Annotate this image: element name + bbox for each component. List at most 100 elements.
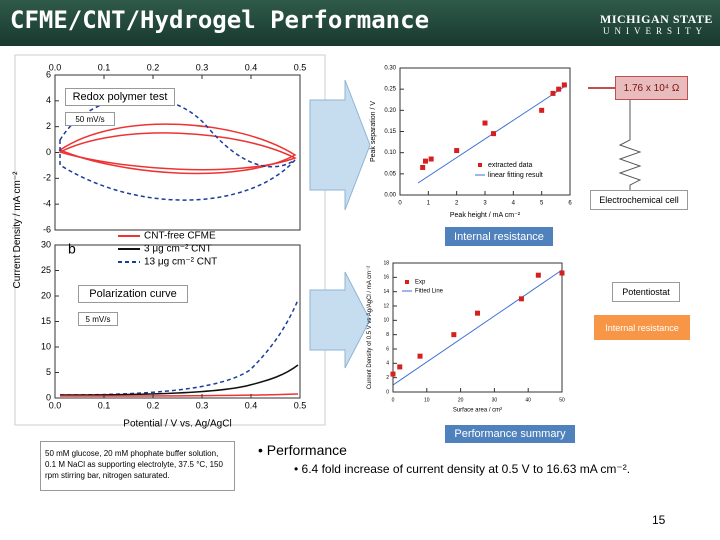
y-tick-label: 25 (41, 265, 51, 275)
legend-label: Exp (415, 280, 426, 286)
bullet-main: • Performance (258, 442, 347, 458)
y-tick-label: 0 (386, 389, 389, 395)
potentiostat-label: Potentiostat (612, 282, 680, 302)
y-tick-label: 30 (41, 239, 51, 249)
legend-label: 13 μg cm⁻² CNT (144, 257, 217, 268)
data-point (397, 364, 403, 370)
plot-frame (392, 262, 563, 393)
x-tick-label: 50 (559, 397, 565, 403)
x-tick-label: 0.5 (294, 62, 307, 72)
resistance-value: 1.76 x 10⁴ Ω (615, 76, 688, 100)
logo-line-1: MICHIGAN STATE (600, 12, 713, 26)
y-tick-label: 0.10 (384, 150, 396, 156)
panel-label: b (68, 241, 76, 257)
x-axis-label: Potential / V vs. Ag/AgCl (123, 419, 231, 430)
y-tick-label: 5 (46, 367, 51, 377)
y-tick-label: 0.20 (384, 108, 396, 114)
data-point (390, 371, 396, 377)
internal-resistance-label: Internal resistance (445, 227, 553, 246)
cv-curve (58, 123, 297, 175)
y-tick-label: 2 (386, 375, 389, 381)
data-point (451, 332, 457, 338)
y-axis-label: Peak separation / V (370, 101, 377, 162)
data-point (561, 82, 567, 88)
internal-resistance-label: Internal resistance (594, 315, 690, 340)
legend-label: extracted data (488, 162, 532, 169)
y-tick-label: 0.05 (384, 171, 396, 177)
bullet-sub: • 6.4 fold increase of current density a… (294, 462, 631, 476)
legend-label: CNT-free CFME (144, 231, 216, 242)
y-tick-label: 0 (46, 147, 51, 157)
y-tick-label: -2 (43, 173, 51, 183)
x-tick-label: 5 (540, 201, 544, 207)
data-point (550, 90, 556, 96)
legend-label: linear fitting result (488, 172, 543, 179)
slide-title: CFME/CNT/Hydrogel Performance (10, 6, 430, 34)
data-point (518, 296, 524, 302)
data-point (482, 120, 488, 126)
legend-swatch (478, 163, 482, 167)
x-tick-label: 0.0 (49, 400, 62, 410)
header-bar (0, 0, 720, 46)
x-tick-label: 20 (458, 397, 464, 403)
data-point (454, 148, 460, 154)
x-tick-label: 1 (427, 201, 431, 207)
y-tick-label: 6 (386, 346, 389, 352)
figure-frame (14, 54, 326, 426)
y-tick-label: 16 (383, 275, 389, 281)
data-point (535, 272, 541, 278)
y-tick-label: 15 (41, 316, 51, 326)
y-axis-label: Current Density of 0.5 V vs Ag/AgCl / mA… (367, 266, 373, 390)
y-tick-label: 14 (383, 289, 389, 295)
scan-rate-label: 50 mV/s (65, 112, 115, 126)
polarization-label: Polarization curve (78, 285, 188, 303)
arrow (309, 271, 371, 369)
legend-label: Fitted Line (415, 289, 444, 295)
legend-label: 3 μg cm⁻² CNT (144, 244, 212, 255)
data-point (423, 158, 428, 164)
x-tick-label: 0 (398, 201, 402, 207)
logo-line-2: UNIVERSITY (603, 26, 707, 36)
x-tick-label: 0.5 (294, 400, 307, 410)
y-tick-label: 0.30 (384, 66, 396, 72)
x-tick-label: 6 (568, 201, 572, 207)
arrow (309, 79, 371, 211)
polarization-curve (59, 364, 299, 396)
y-tick-label: 18 (383, 260, 389, 266)
data-point (491, 131, 496, 137)
y-tick-label: 0.00 (384, 193, 396, 199)
y-tick-label: 0.15 (384, 129, 396, 135)
x-tick-label: 0.2 (147, 62, 160, 72)
data-point (417, 353, 423, 359)
note: 50 mM glucose, 20 mM phophate buffer sol… (40, 441, 235, 491)
y-tick-label: 12 (383, 303, 389, 309)
data-point (428, 156, 434, 162)
x-axis-label: Surface area / cm² (453, 408, 502, 414)
scan-rate-label: 5 mV/s (78, 312, 118, 326)
legend-swatch (405, 280, 409, 284)
x-tick-label: 0.0 (49, 62, 62, 72)
data-point (559, 270, 565, 276)
polarization-curve (59, 393, 299, 397)
x-tick-label: 0.4 (245, 400, 258, 410)
x-tick-label: 2 (455, 201, 459, 207)
cell-label: Electrochemical cell (590, 190, 688, 210)
x-tick-label: 0.2 (147, 400, 160, 410)
data-point (539, 107, 545, 113)
y-tick-label: 0.25 (384, 87, 396, 93)
x-tick-label: 4 (512, 201, 516, 207)
bullet-text: Performance (266, 442, 347, 458)
cv-curve (57, 132, 297, 171)
x-tick-label: 0 (392, 397, 395, 403)
x-tick-label: 0.3 (196, 400, 209, 410)
y-tick-label: 10 (383, 318, 389, 324)
y-tick-label: -6 (43, 224, 51, 234)
y-tick-label: -4 (43, 199, 51, 209)
y-tick-label: 6 (46, 69, 51, 79)
data-point (556, 86, 562, 92)
x-tick-label: 10 (424, 397, 430, 403)
x-tick-label: 0.4 (245, 62, 258, 72)
x-tick-label: 0.3 (196, 62, 209, 72)
